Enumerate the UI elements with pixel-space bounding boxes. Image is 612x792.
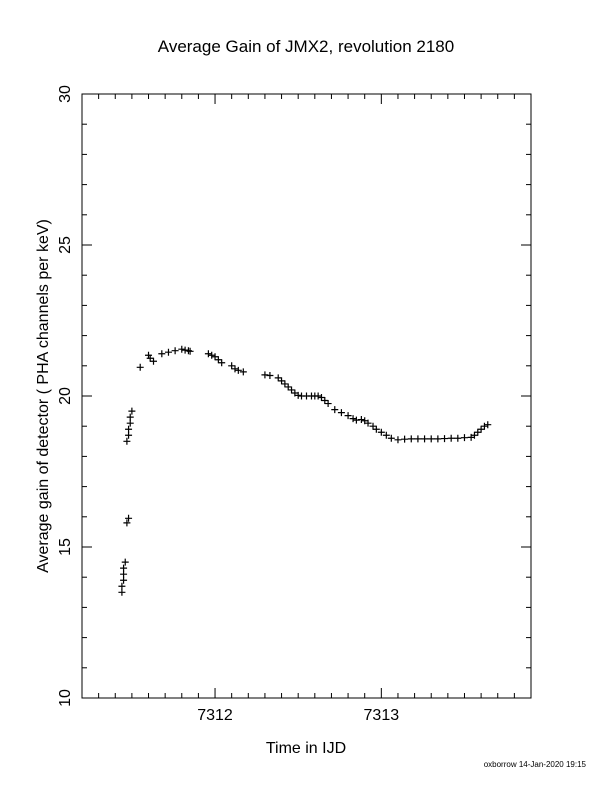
data-point (123, 519, 131, 527)
data-point (357, 416, 365, 424)
data-point (278, 377, 286, 385)
data-point (288, 386, 296, 394)
data-point (274, 374, 282, 382)
data-point (120, 576, 128, 584)
data-point (123, 437, 131, 445)
chart-title: Average Gain of JMX2, revolution 2180 (158, 37, 454, 56)
data-point (407, 435, 415, 443)
footer-stamp: oxborrow 14-Jan-2020 19:15 (484, 760, 587, 769)
data-point (136, 363, 144, 371)
data-point (231, 365, 239, 373)
data-point (118, 582, 126, 590)
data-point (125, 425, 133, 433)
x-axis-label: Time in IJD (266, 740, 346, 757)
data-point (120, 570, 128, 578)
data-point (331, 406, 339, 414)
y-tick-label: 10 (57, 689, 74, 707)
data-point (171, 347, 179, 355)
data-point (158, 350, 166, 358)
data-point (281, 380, 289, 388)
data-point (239, 368, 247, 376)
data-point (208, 351, 216, 359)
y-tick-label: 25 (57, 236, 74, 254)
data-point (118, 588, 126, 596)
data-point (321, 397, 329, 405)
data-point (377, 428, 385, 436)
data-point (150, 357, 158, 365)
y-tick-label: 15 (57, 538, 74, 556)
data-point (480, 422, 488, 430)
data-point (284, 383, 292, 391)
data-point (427, 435, 435, 443)
data-point (164, 348, 172, 356)
data-point (128, 407, 136, 415)
data-point (484, 421, 492, 429)
data-point (364, 419, 372, 427)
data-point (401, 435, 409, 443)
data-point (454, 434, 462, 442)
data-point (228, 362, 236, 370)
data-point (184, 347, 192, 355)
data-point (434, 435, 442, 443)
data-point (266, 371, 274, 379)
data-point (294, 391, 302, 399)
data-point (344, 412, 352, 420)
x-tick-label: 7313 (364, 707, 400, 724)
data-point (126, 419, 134, 427)
data-point (372, 425, 380, 433)
data-point (204, 350, 212, 358)
y-axis-label: Average gain of detector ( PHA channels … (35, 219, 52, 573)
data-point (470, 431, 478, 439)
data-point (125, 431, 133, 439)
data-point (218, 359, 226, 367)
data-points (118, 345, 492, 596)
y-tick-label: 30 (57, 85, 74, 103)
data-point (146, 354, 154, 362)
data-point (214, 356, 222, 364)
data-point (352, 416, 360, 424)
y-tick-label: 20 (57, 387, 74, 405)
data-point (324, 400, 332, 408)
data-point (178, 345, 186, 353)
data-point (421, 435, 429, 443)
data-point (447, 434, 455, 442)
data-point (186, 347, 194, 355)
data-point (337, 409, 345, 417)
data-point (234, 366, 242, 374)
data-point (460, 434, 468, 442)
data-point (120, 564, 128, 572)
data-point (145, 351, 153, 359)
data-point (125, 514, 133, 522)
data-point (382, 431, 390, 439)
data-point (474, 428, 482, 436)
axes: 10 15 20 25 30 7312 7313 (57, 85, 532, 724)
data-point (121, 558, 129, 566)
data-point (314, 392, 322, 400)
data-point (211, 353, 219, 361)
data-point (441, 435, 449, 443)
x-tick-label: 7312 (197, 707, 233, 724)
data-point (317, 394, 325, 402)
data-point (394, 436, 402, 444)
data-point (261, 371, 269, 379)
data-point (387, 434, 395, 442)
data-point (414, 435, 422, 443)
data-point (477, 425, 485, 433)
data-point (181, 346, 189, 354)
data-point (349, 415, 357, 423)
data-point (369, 422, 377, 430)
data-point (126, 413, 134, 421)
